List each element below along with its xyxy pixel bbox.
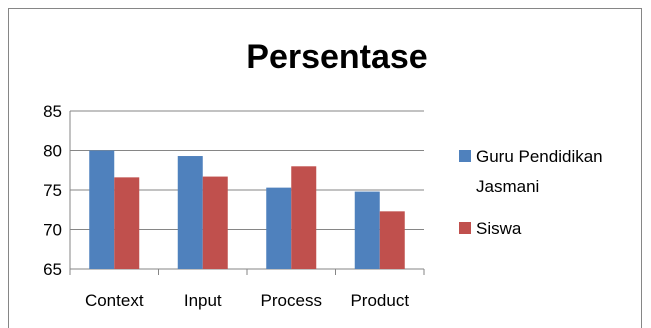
bar-input-series-1 xyxy=(202,176,228,269)
bar-context-series-0 xyxy=(89,150,115,269)
legend-label-guru-line2: Jasmani xyxy=(476,177,539,196)
bar-product-series-0 xyxy=(354,191,380,269)
x-tick-label-process: Process xyxy=(261,291,322,310)
y-tick-label: 85 xyxy=(43,102,62,121)
bar-context-series-1 xyxy=(114,177,140,269)
y-tick-label: 65 xyxy=(43,260,62,279)
legend-swatch-guru xyxy=(459,150,471,162)
legend-swatch-siswa xyxy=(459,222,471,234)
y-tick-label: 75 xyxy=(43,181,62,200)
y-axis-tick-labels: 65 70 75 80 85 xyxy=(43,102,62,279)
chart-frame xyxy=(8,8,642,328)
y-tick-label: 70 xyxy=(43,221,62,240)
legend-label-siswa: Siswa xyxy=(476,219,522,238)
legend-label-guru-line1: Guru Pendidikan xyxy=(476,147,603,166)
bar-process-series-1 xyxy=(291,166,317,269)
chart-title: Persentase xyxy=(246,38,427,76)
bar-input-series-0 xyxy=(177,156,203,269)
bars xyxy=(89,150,405,269)
bar-product-series-1 xyxy=(379,211,405,269)
legend: Guru Pendidikan Jasmani Siswa xyxy=(459,147,603,238)
bar-process-series-0 xyxy=(266,187,292,269)
y-tick-label: 80 xyxy=(43,142,62,161)
x-tick-label-product: Product xyxy=(350,291,409,310)
x-tick-label-context: Context xyxy=(85,291,144,310)
x-axis-tick-labels: Context Input Process Product xyxy=(85,291,409,310)
x-axis xyxy=(69,111,425,275)
x-tick-label-input: Input xyxy=(184,291,222,310)
